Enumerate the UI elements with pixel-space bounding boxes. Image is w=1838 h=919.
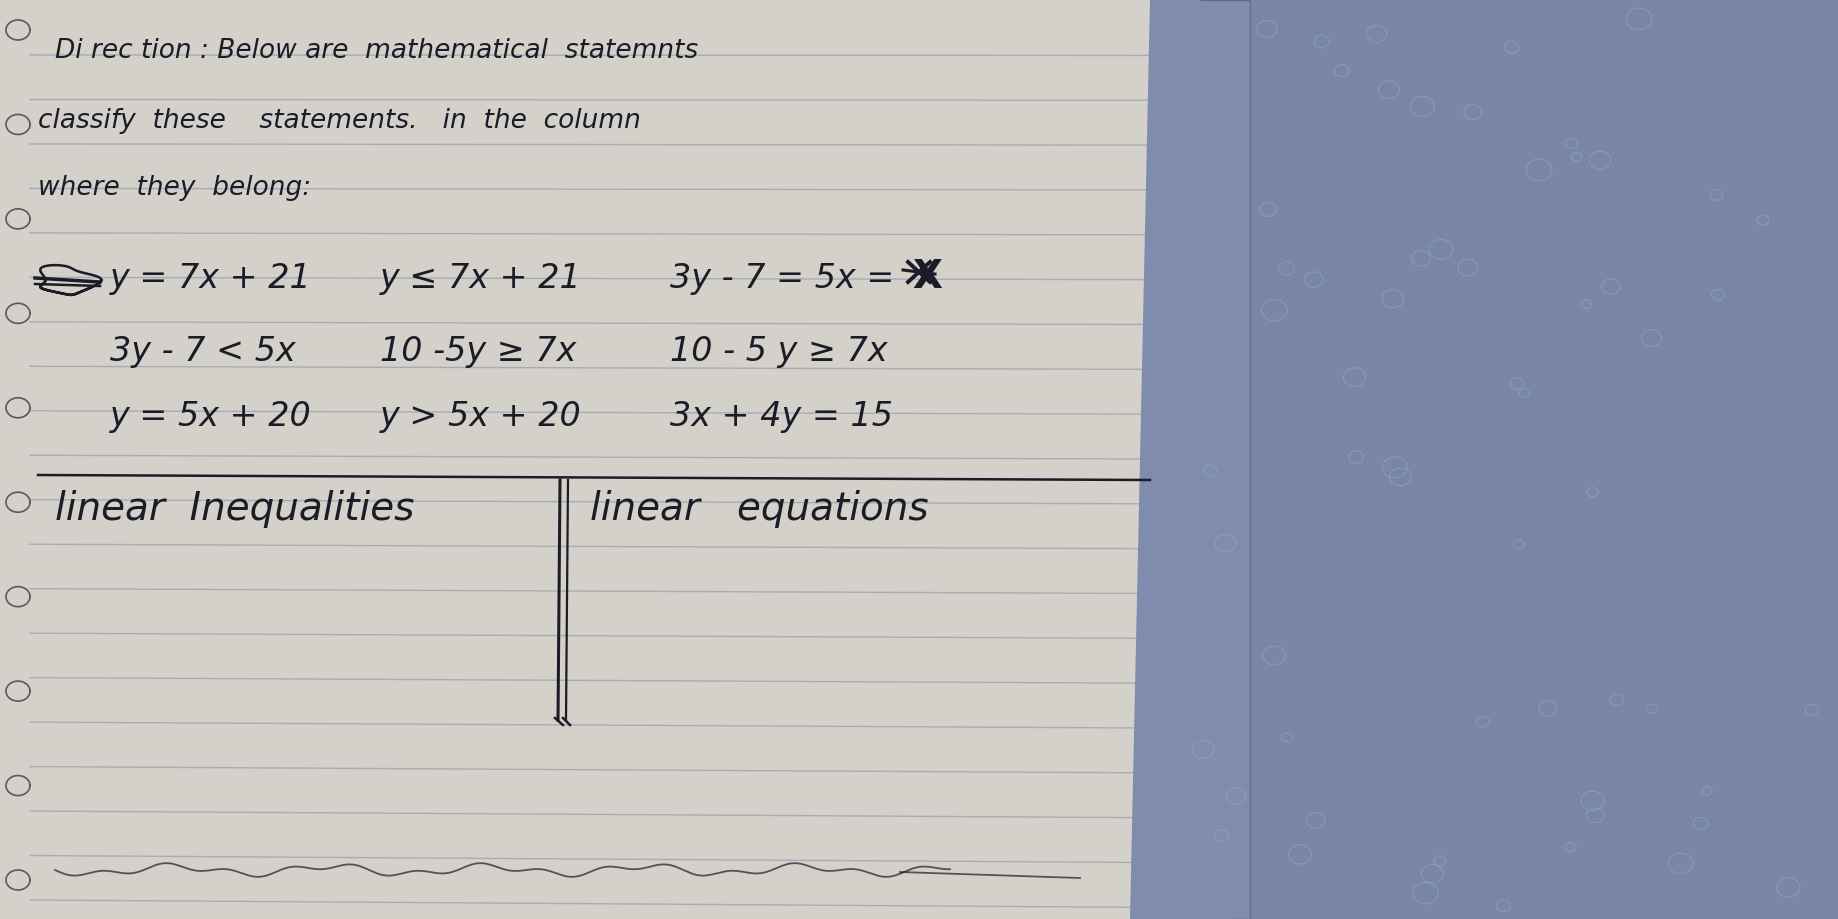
Text: X: X bbox=[912, 258, 943, 296]
Text: 3y - 7 < 5x: 3y - 7 < 5x bbox=[110, 335, 296, 368]
Text: 3y - 7 = 5x =: 3y - 7 = 5x = bbox=[671, 262, 895, 295]
Text: 3x + 4y = 15: 3x + 4y = 15 bbox=[671, 400, 893, 433]
Text: y > 5x + 20: y > 5x + 20 bbox=[380, 400, 583, 433]
Text: y = 7x + 21: y = 7x + 21 bbox=[110, 262, 312, 295]
Text: where  they  belong:: where they belong: bbox=[39, 175, 311, 201]
Text: y = 5x + 20: y = 5x + 20 bbox=[110, 400, 312, 433]
Text: 10 - 5 y ≥ 7x: 10 - 5 y ≥ 7x bbox=[671, 335, 888, 368]
FancyBboxPatch shape bbox=[0, 0, 1250, 919]
Text: y ≤ 7x + 21: y ≤ 7x + 21 bbox=[380, 262, 583, 295]
Text: 10 -5y ≥ 7x: 10 -5y ≥ 7x bbox=[380, 335, 577, 368]
Polygon shape bbox=[0, 0, 1230, 919]
Polygon shape bbox=[1130, 0, 1838, 919]
Text: classify  these    statements.   in  the  column: classify these statements. in the column bbox=[39, 108, 641, 134]
Text: linear   equations: linear equations bbox=[590, 490, 928, 528]
Text: linear  Inequalities: linear Inequalities bbox=[55, 490, 414, 528]
Text: Di rec tion : Below are  mathematical  statemnts: Di rec tion : Below are mathematical sta… bbox=[55, 38, 698, 64]
